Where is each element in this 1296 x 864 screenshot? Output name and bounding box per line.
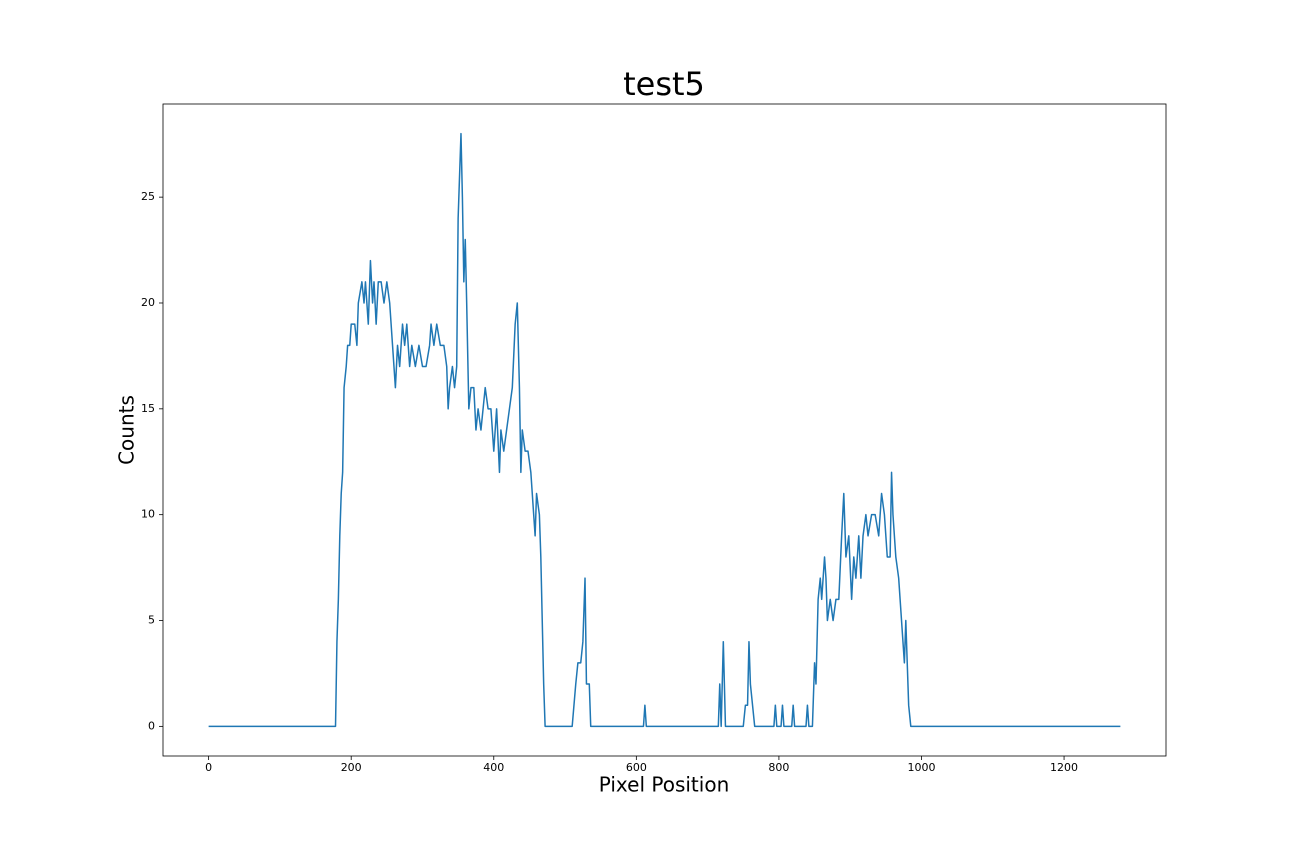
y-tick-label: 5 — [148, 614, 155, 627]
x-tick-label: 0 — [205, 761, 212, 774]
x-tick-label: 1200 — [1050, 761, 1078, 774]
plot-frame — [162, 103, 1167, 757]
x-axis-label: Pixel Position — [599, 773, 730, 797]
chart-title: test5 — [623, 65, 705, 103]
x-tick-label: 400 — [483, 761, 504, 774]
y-axis-label: Counts — [115, 395, 139, 465]
y-tick-label: 10 — [141, 508, 155, 521]
data-line — [208, 132, 1121, 728]
y-tick-label: 0 — [148, 719, 155, 732]
x-tick-label: 1000 — [907, 761, 935, 774]
x-tick-label: 200 — [341, 761, 362, 774]
y-tick-label: 15 — [141, 402, 155, 415]
y-tick-label: 20 — [141, 296, 155, 309]
x-tick-label: 600 — [626, 761, 647, 774]
x-tick-label: 800 — [768, 761, 789, 774]
y-tick-label: 25 — [141, 190, 155, 203]
